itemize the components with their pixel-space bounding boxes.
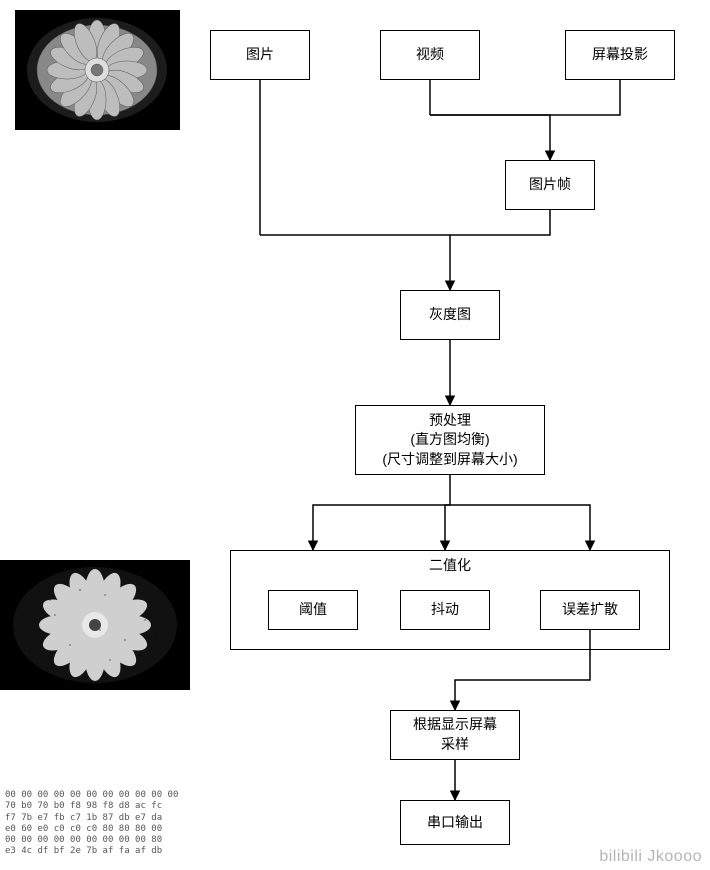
node-threshold-label: 阈值 xyxy=(299,600,327,620)
node-image: 图片 xyxy=(210,30,310,80)
node-image-label: 图片 xyxy=(246,45,274,65)
node-gray: 灰度图 xyxy=(400,290,500,340)
node-screencast-label: 屏幕投影 xyxy=(592,45,648,65)
node-video-label: 视频 xyxy=(416,45,444,65)
node-sample: 根据显示屏幕 采样 xyxy=(390,710,520,760)
node-frame: 图片帧 xyxy=(505,160,595,210)
watermark-text: bilibili Jkoooo xyxy=(599,848,702,866)
node-dither: 抖动 xyxy=(400,590,490,630)
node-dither-label: 抖动 xyxy=(431,600,459,620)
node-preprocess-label: 预处理 (直方图均衡) (尺寸调整到屏幕大小) xyxy=(382,411,517,470)
node-error-diff: 误差扩散 xyxy=(540,590,640,630)
node-serial-label: 串口输出 xyxy=(427,813,483,833)
thumbnail-grayscale xyxy=(15,10,180,130)
thumbnail-dithered xyxy=(0,560,190,690)
node-threshold: 阈值 xyxy=(268,590,358,630)
node-video: 视频 xyxy=(380,30,480,80)
node-screencast: 屏幕投影 xyxy=(565,30,675,80)
node-preprocess: 预处理 (直方图均衡) (尺寸调整到屏幕大小) xyxy=(355,405,545,475)
group-binarize-title: 二值化 xyxy=(231,555,669,575)
node-frame-label: 图片帧 xyxy=(529,175,571,195)
node-error-diff-label: 误差扩散 xyxy=(562,600,618,620)
node-serial: 串口输出 xyxy=(400,800,510,845)
node-gray-label: 灰度图 xyxy=(429,305,471,325)
node-sample-label: 根据显示屏幕 采样 xyxy=(413,715,497,754)
hexdump-sample: 00 00 00 00 00 00 00 00 00 00 00 70 b0 7… xyxy=(5,790,178,858)
